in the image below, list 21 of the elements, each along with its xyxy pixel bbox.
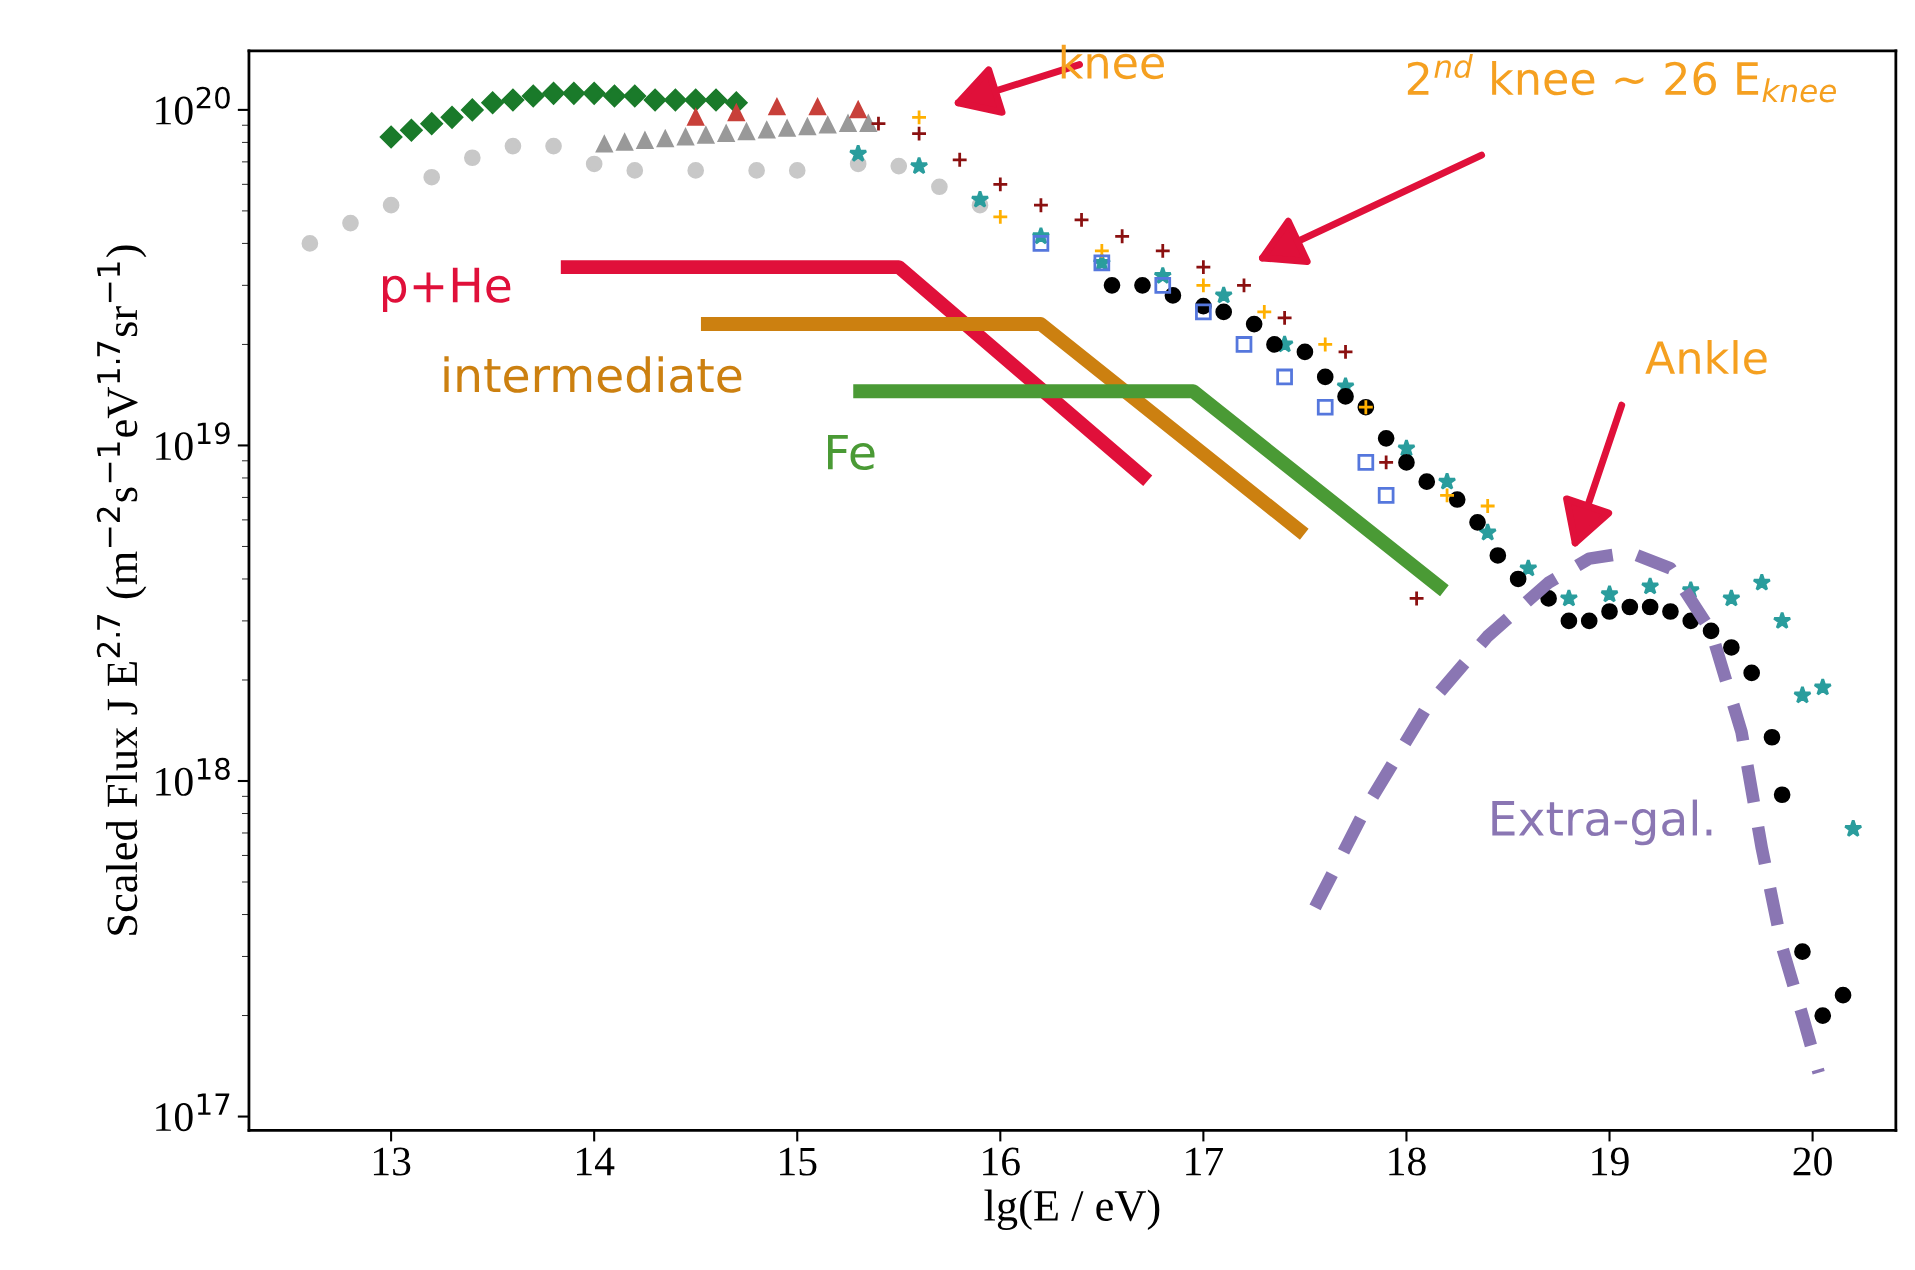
series-label: intermediate — [444, 356, 742, 393]
text: Scaled Flux J E$^{2.7}$ (m$^{−2}$s$^{−1}$eV$^{1.7}$sr$^{−1}$) — [96, 245, 147, 935]
y-tick-label: 10$^{19}$ — [156, 422, 230, 461]
x-tick-label: 20 — [1793, 1147, 1832, 1176]
x-axis-title: lg(E / eV) — [984, 1189, 1160, 1231]
series-label: p+He — [383, 267, 511, 312]
x-tick-label: 19 — [1592, 1147, 1629, 1176]
y-tick-label: 10$^{18}$ — [156, 757, 230, 796]
annotation: 2$^{nd}$ knee ~ 26 E$_{knee}$ — [1407, 54, 1837, 103]
annotation: Ankle — [1645, 340, 1767, 375]
series-label: Extra-gal. — [1492, 799, 1712, 846]
x-tick-label: 13 — [373, 1147, 411, 1176]
x-tick-label: 17 — [1186, 1147, 1224, 1176]
series-label: Fe — [828, 434, 875, 470]
x-tick-label: 16 — [983, 1147, 1020, 1176]
x-tick-label: 18 — [1389, 1147, 1426, 1176]
x-tick-label: 15 — [780, 1147, 817, 1176]
y-tick-label: 10$^{20}$ — [156, 86, 230, 125]
y-tick-label: 10$^{17}$ — [156, 1093, 230, 1132]
annotation: knee — [1061, 44, 1164, 80]
x-tick-label: 14 — [577, 1147, 615, 1176]
